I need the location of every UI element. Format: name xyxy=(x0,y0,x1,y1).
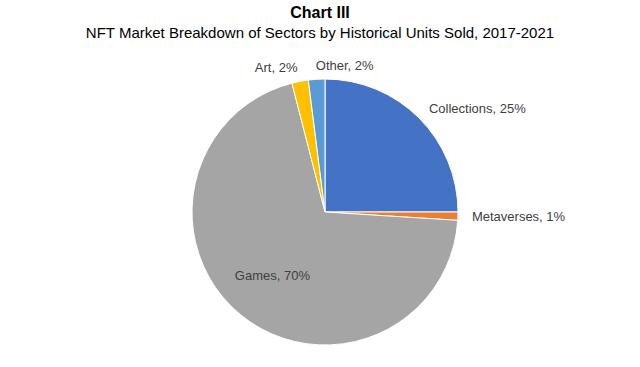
svg-text:Other, 2%: Other, 2% xyxy=(316,58,374,73)
svg-text:Games, 70%: Games, 70% xyxy=(235,268,311,283)
svg-text:Art, 2%: Art, 2% xyxy=(255,60,298,75)
svg-text:Collections, 25%: Collections, 25% xyxy=(429,101,526,116)
html-text:Chart III: Chart III xyxy=(290,4,350,21)
html-text:NFT Market Breakdown of Sector: NFT Market Breakdown of Sectors by Histo… xyxy=(85,24,555,41)
svg-text:Metaverses, 1%: Metaverses, 1% xyxy=(472,209,566,224)
